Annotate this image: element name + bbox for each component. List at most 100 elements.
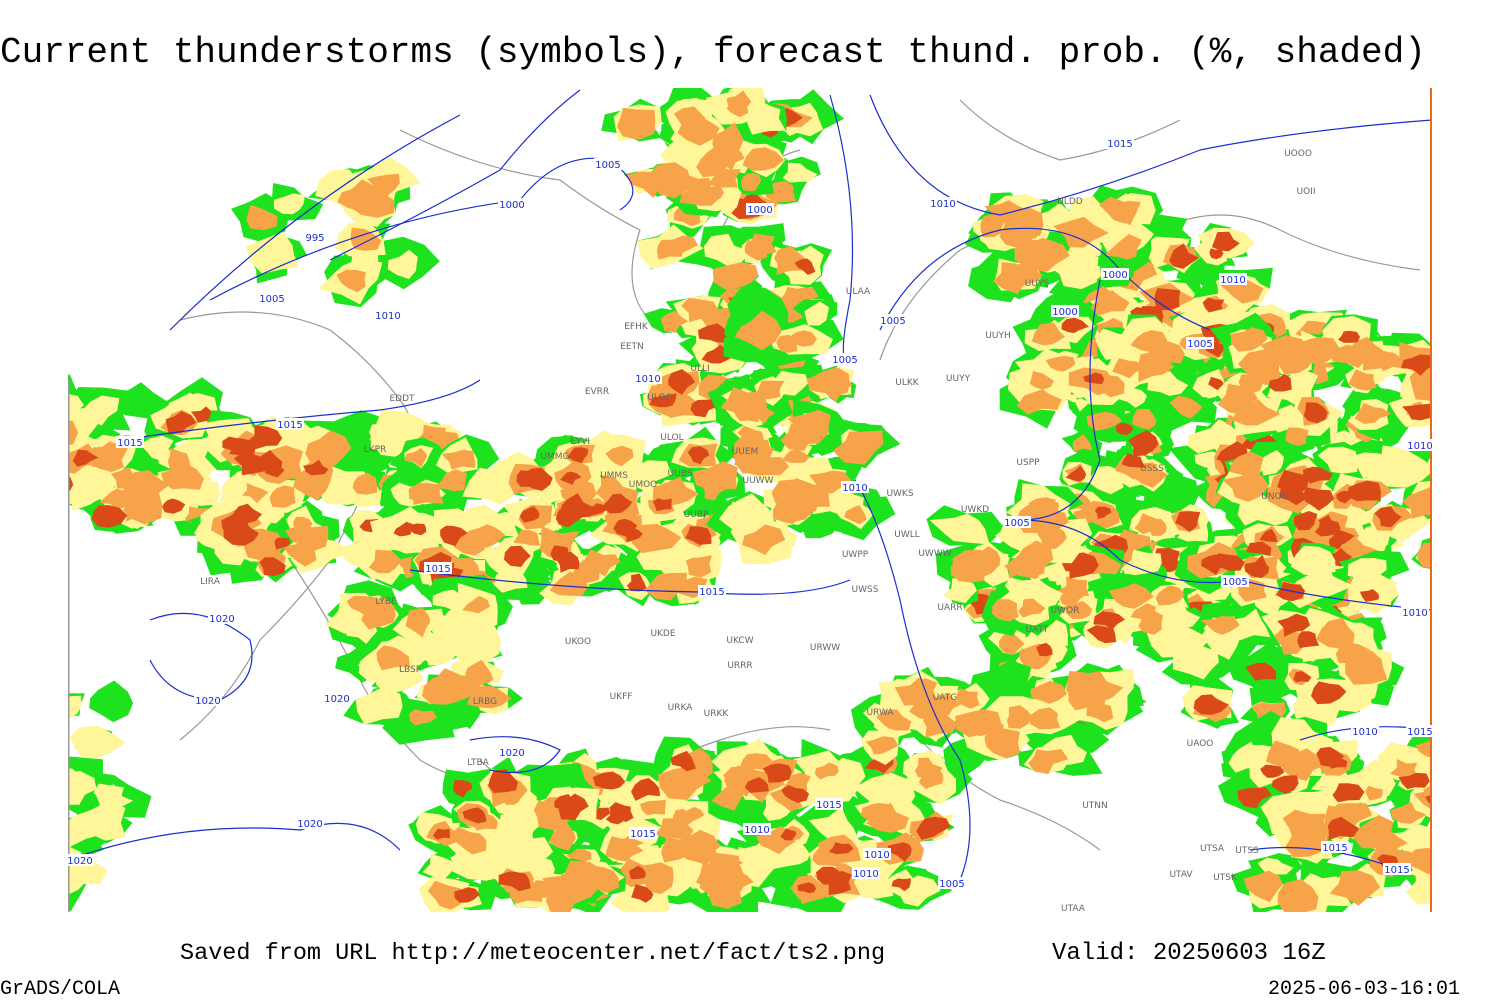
shade-2 — [1229, 451, 1264, 482]
station-label: USSS — [1140, 464, 1164, 474]
shade-3 — [519, 506, 540, 523]
shade-2 — [463, 524, 506, 549]
shade-2 — [720, 386, 767, 415]
station-label: UWOR — [1051, 606, 1080, 616]
station-label: UMMS — [600, 471, 628, 481]
shade-3 — [1302, 466, 1333, 484]
isobar-label: 1015 — [699, 587, 724, 598]
station-label: ULLI — [690, 364, 709, 374]
shade-2 — [1108, 200, 1141, 226]
shade-3 — [584, 503, 607, 516]
shade-2 — [1390, 802, 1427, 824]
isobar-label: 1005 — [880, 316, 905, 327]
shade-3 — [165, 411, 197, 435]
station-label: UWLL — [894, 530, 920, 540]
shade-1 — [68, 865, 87, 895]
shade-3 — [1268, 373, 1292, 392]
station-label: UWKS — [886, 489, 913, 499]
shade-2 — [1345, 650, 1388, 685]
shade-2 — [696, 142, 731, 178]
shade-3 — [1209, 248, 1224, 260]
shade-3 — [1068, 552, 1099, 579]
shade-3 — [1297, 631, 1320, 648]
shade-2 — [977, 716, 1004, 737]
station-label: UUYY — [946, 374, 971, 384]
shade-3 — [1400, 354, 1432, 376]
shade-3 — [1374, 506, 1402, 528]
shade-2 — [350, 227, 382, 251]
shade-3 — [1359, 589, 1379, 602]
station-label: UWKD — [961, 505, 989, 515]
shade-1 — [69, 725, 126, 759]
shade-2 — [122, 470, 169, 499]
shade-3 — [701, 344, 737, 364]
shade-2 — [1417, 542, 1432, 568]
isobar-label-bg — [498, 198, 526, 210]
shade-2 — [1413, 789, 1432, 810]
station-label: URRR — [727, 661, 752, 671]
shade-3 — [1036, 642, 1053, 657]
shade-3 — [567, 447, 589, 464]
shade-2 — [1004, 540, 1054, 579]
station-label: UMMG — [540, 452, 569, 462]
station-label: UWPP — [842, 550, 869, 560]
shade-2 — [740, 172, 762, 192]
shade-3 — [1316, 746, 1345, 767]
shade-1 — [80, 395, 120, 426]
isobar-label: 1015 — [1107, 139, 1132, 150]
shade-3 — [1328, 536, 1348, 550]
shade-1 — [1120, 549, 1162, 576]
shade-2 — [1138, 610, 1164, 635]
shade-2 — [844, 505, 867, 525]
shade-2 — [1104, 234, 1142, 260]
shade-1 — [68, 393, 85, 425]
shade-2 — [1353, 814, 1394, 849]
map-edge-left — [68, 380, 70, 912]
shade-3 — [781, 785, 810, 803]
station-label: UUBP — [684, 510, 709, 520]
shade-2 — [68, 478, 69, 491]
shade-2 — [352, 472, 378, 495]
shade-2 — [765, 180, 797, 203]
isobar-label-bg — [1401, 606, 1429, 618]
shade-3 — [670, 750, 696, 772]
shade-1 — [1271, 404, 1304, 433]
shade-2 — [617, 107, 656, 140]
shade-3 — [1330, 548, 1353, 567]
shade-2 — [744, 457, 789, 476]
shade-1 — [273, 193, 305, 215]
station-label: UTAV — [1169, 870, 1193, 880]
shade-3 — [1061, 317, 1089, 334]
isobar-label-bg — [831, 353, 859, 365]
station-label: URWA — [866, 708, 894, 718]
isobar-label-bg — [852, 867, 880, 879]
shade-3 — [550, 545, 569, 562]
station-label: UATG — [933, 693, 958, 703]
isobar-label: 1015 — [277, 420, 302, 431]
shade-3 — [887, 842, 912, 862]
shade-3 — [1338, 330, 1360, 343]
shade-2 — [1410, 486, 1432, 510]
isobar-label: 1000 — [1102, 270, 1127, 281]
isobar-label-bg — [634, 372, 662, 384]
isobar-label-bg — [1351, 725, 1379, 737]
station-label: EVRR — [585, 387, 609, 397]
isobar-label-bg — [1221, 575, 1249, 587]
shade-3 — [233, 452, 266, 476]
shade-3 — [592, 771, 626, 790]
isobar-label-bg — [1406, 439, 1434, 451]
shade-2 — [1053, 216, 1109, 248]
valid-time: Valid: 20250603 16Z — [1052, 940, 1326, 967]
isobar-label: 1010 — [1407, 441, 1432, 452]
station-label: UKDE — [650, 629, 675, 639]
isobar-label: 1010 — [744, 825, 769, 836]
shade-2 — [1243, 870, 1283, 903]
isobar-label-bg — [629, 827, 657, 839]
station-label: EDDT — [389, 394, 415, 404]
shade-2 — [605, 445, 634, 467]
shade-1 — [1004, 577, 1036, 602]
shade-2 — [692, 461, 738, 491]
shade-2 — [1029, 371, 1054, 390]
shade-3 — [1398, 772, 1430, 790]
